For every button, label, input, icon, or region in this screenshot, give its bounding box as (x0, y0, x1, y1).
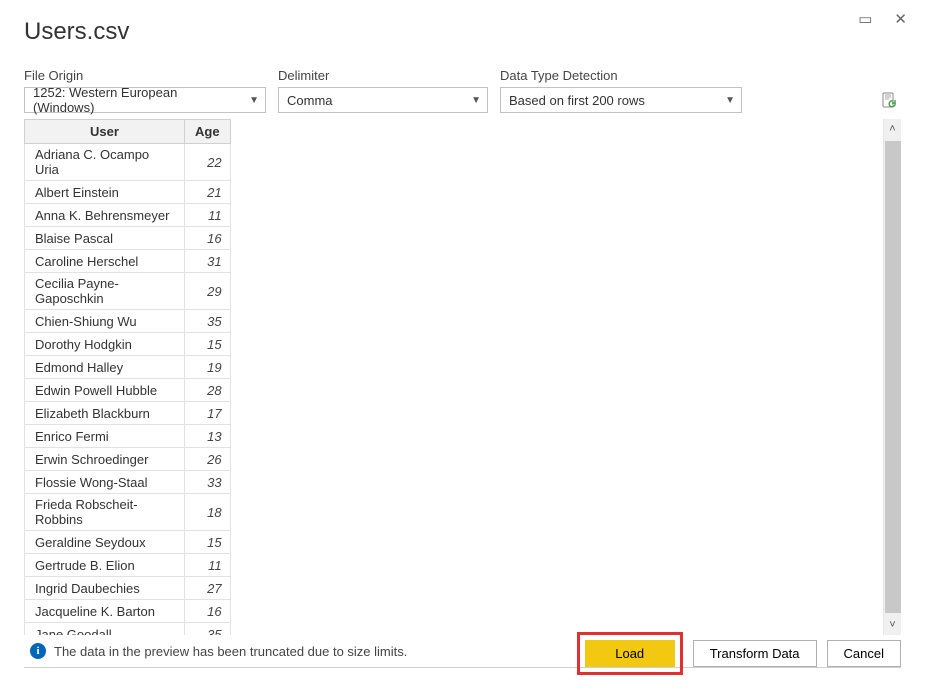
cell-user: Frieda Robscheit-Robbins (25, 494, 185, 531)
cell-age: 11 (185, 204, 231, 227)
close-icon[interactable]: ✕ (894, 10, 907, 28)
cell-age: 21 (185, 181, 231, 204)
options-row: File Origin 1252: Western European (Wind… (24, 68, 901, 113)
vertical-scrollbar[interactable]: ˄ ˅ (883, 119, 901, 635)
table-row[interactable]: Cecilia Payne-Gaposchkin29 (25, 273, 231, 310)
column-header-age[interactable]: Age (185, 120, 231, 144)
table-row[interactable]: Adriana C. Ocampo Uria22 (25, 144, 231, 181)
table-row[interactable]: Chien-Shiung Wu35 (25, 310, 231, 333)
chevron-down-icon: ▼ (249, 95, 259, 106)
table-row[interactable]: Enrico Fermi13 (25, 425, 231, 448)
file-origin-value: 1252: Western European (Windows) (33, 85, 241, 115)
scrollbar-thumb[interactable] (885, 141, 901, 613)
cell-age: 15 (185, 333, 231, 356)
table-row[interactable]: Edwin Powell Hubble28 (25, 379, 231, 402)
table-row[interactable]: Jane Goodall35 (25, 623, 231, 636)
cell-user: Jane Goodall (25, 623, 185, 636)
cell-user: Cecilia Payne-Gaposchkin (25, 273, 185, 310)
data-type-detection-value: Based on first 200 rows (509, 93, 645, 108)
cell-user: Adriana C. Ocampo Uria (25, 144, 185, 181)
transform-data-button[interactable]: Transform Data (693, 640, 817, 667)
cell-user: Edwin Powell Hubble (25, 379, 185, 402)
table-row[interactable]: Gertrude B. Elion11 (25, 554, 231, 577)
table-row[interactable]: Geraldine Seydoux15 (25, 531, 231, 554)
cell-age: 19 (185, 356, 231, 379)
data-type-detection-dropdown[interactable]: Based on first 200 rows ▼ (500, 87, 742, 113)
column-header-user[interactable]: User (25, 120, 185, 144)
cell-age: 22 (185, 144, 231, 181)
cell-user: Flossie Wong-Staal (25, 471, 185, 494)
cancel-button[interactable]: Cancel (827, 640, 901, 667)
cell-user: Geraldine Seydoux (25, 531, 185, 554)
load-button[interactable]: Load (585, 640, 675, 667)
cell-age: 31 (185, 250, 231, 273)
cell-age: 18 (185, 494, 231, 531)
table-row[interactable]: Jacqueline K. Barton16 (25, 600, 231, 623)
table-row[interactable]: Blaise Pascal16 (25, 227, 231, 250)
cell-user: Blaise Pascal (25, 227, 185, 250)
table-row[interactable]: Anna K. Behrensmeyer11 (25, 204, 231, 227)
cell-user: Jacqueline K. Barton (25, 600, 185, 623)
delimiter-label: Delimiter (278, 68, 488, 83)
file-origin-dropdown[interactable]: 1252: Western European (Windows) ▼ (24, 87, 266, 113)
cell-age: 27 (185, 577, 231, 600)
table-row[interactable]: Dorothy Hodgkin15 (25, 333, 231, 356)
cell-user: Ingrid Daubechies (25, 577, 185, 600)
cell-user: Enrico Fermi (25, 425, 185, 448)
table-row[interactable]: Elizabeth Blackburn17 (25, 402, 231, 425)
cell-user: Erwin Schroedinger (25, 448, 185, 471)
file-origin-label: File Origin (24, 68, 266, 83)
cell-user: Edmond Halley (25, 356, 185, 379)
table-row[interactable]: Ingrid Daubechies27 (25, 577, 231, 600)
delimiter-dropdown[interactable]: Comma ▼ (278, 87, 488, 113)
cell-age: 16 (185, 227, 231, 250)
cell-age: 13 (185, 425, 231, 448)
table-row[interactable]: Albert Einstein21 (25, 181, 231, 204)
cell-user: Albert Einstein (25, 181, 185, 204)
footer-buttons: Load Transform Data Cancel (577, 632, 901, 675)
data-type-detection-label: Data Type Detection (500, 68, 742, 83)
table-row[interactable]: Flossie Wong-Staal33 (25, 471, 231, 494)
table-row[interactable]: Caroline Herschel31 (25, 250, 231, 273)
cell-age: 16 (185, 600, 231, 623)
cell-user: Anna K. Behrensmeyer (25, 204, 185, 227)
cell-age: 26 (185, 448, 231, 471)
maximize-icon[interactable]: ▭ (858, 10, 872, 28)
cell-age: 17 (185, 402, 231, 425)
delimiter-value: Comma (287, 93, 333, 108)
cell-age: 35 (185, 310, 231, 333)
cell-age: 29 (185, 273, 231, 310)
refresh-button[interactable] (879, 91, 901, 113)
chevron-down-icon: ▼ (725, 95, 735, 106)
table-row[interactable]: Frieda Robscheit-Robbins18 (25, 494, 231, 531)
cell-age: 11 (185, 554, 231, 577)
chevron-down-icon: ▼ (471, 95, 481, 106)
data-preview-table: User Age Adriana C. Ocampo Uria22Albert … (24, 119, 231, 635)
cell-age: 28 (185, 379, 231, 402)
load-highlight: Load (577, 632, 683, 675)
refresh-icon (881, 92, 899, 110)
scroll-up-icon[interactable]: ˄ (889, 119, 895, 139)
preview-area: User Age Adriana C. Ocampo Uria22Albert … (24, 119, 901, 668)
cell-age: 33 (185, 471, 231, 494)
cell-user: Caroline Herschel (25, 250, 185, 273)
cell-age: 35 (185, 623, 231, 636)
cell-user: Dorothy Hodgkin (25, 333, 185, 356)
cell-age: 15 (185, 531, 231, 554)
cell-user: Elizabeth Blackburn (25, 402, 185, 425)
table-row[interactable]: Edmond Halley19 (25, 356, 231, 379)
cell-user: Gertrude B. Elion (25, 554, 185, 577)
info-message: The data in the preview has been truncat… (54, 644, 407, 659)
table-row[interactable]: Erwin Schroedinger26 (25, 448, 231, 471)
dialog-title: Users.csv (24, 18, 901, 46)
info-icon: i (30, 643, 46, 659)
cell-user: Chien-Shiung Wu (25, 310, 185, 333)
